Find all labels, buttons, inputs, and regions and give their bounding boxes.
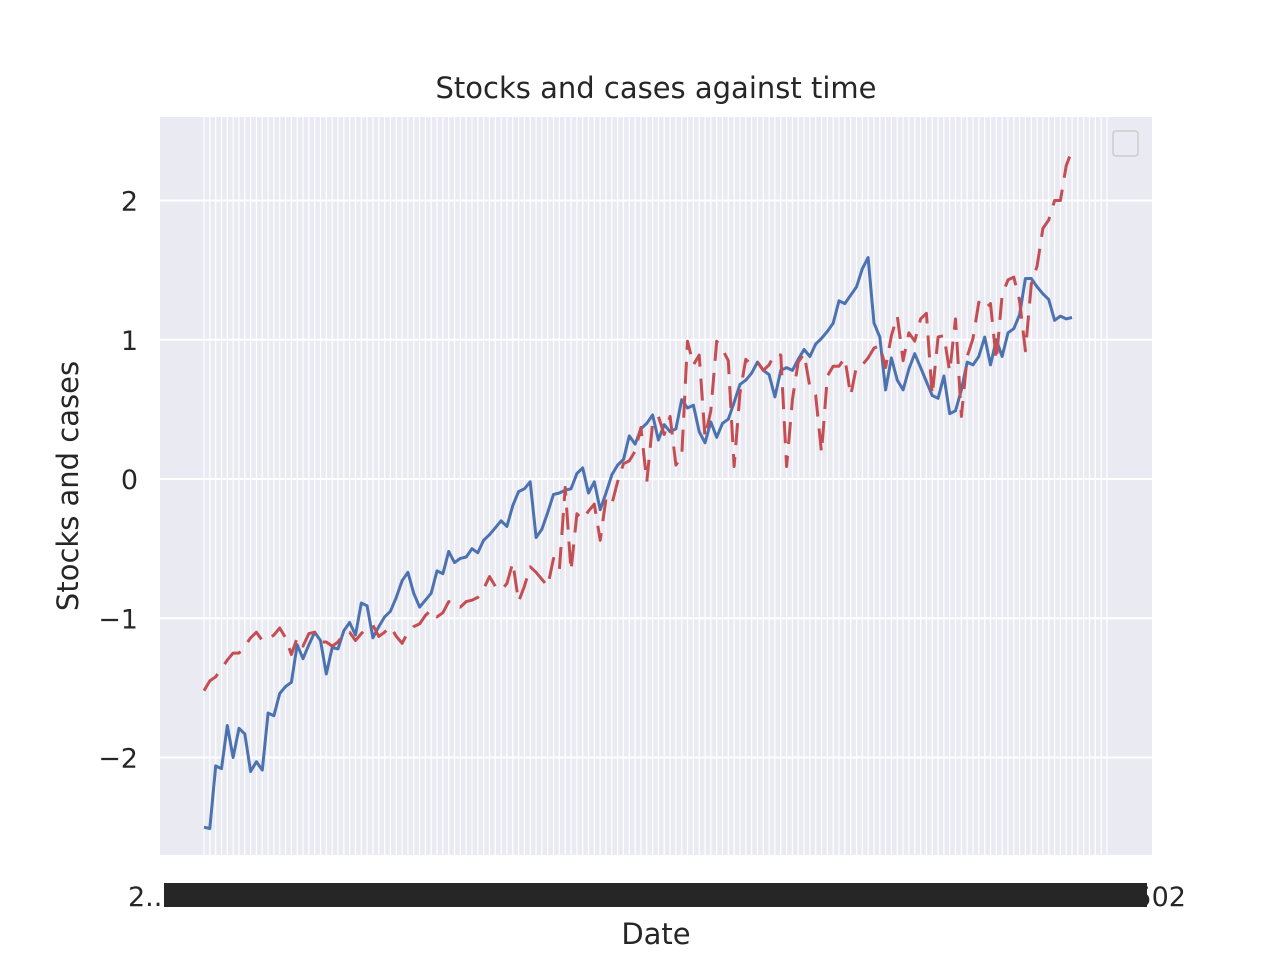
legend-box: [1112, 130, 1139, 157]
x-tick-labels: [164, 883, 1147, 907]
y-tick-label: −1: [98, 604, 138, 635]
x-tick-label-first: 2...: [128, 882, 171, 913]
series-line-2: [202, 149, 1074, 692]
x-tick-label-mark: [1067, 883, 1147, 907]
y-axis-label: Stocks and cases: [51, 361, 85, 611]
y-tick-label: −2: [98, 744, 138, 775]
chart-title: Stocks and cases against time: [436, 71, 877, 105]
x-axis-label: Date: [621, 917, 690, 951]
y-tick-label: 1: [121, 326, 138, 357]
y-axis-ticks: −2 −1 0 1 2: [98, 187, 138, 775]
plot-background: [160, 117, 1152, 855]
x-axis-ticks: 2... ...502: [128, 882, 1186, 913]
x-tick-label-last: ...502: [1109, 882, 1186, 913]
plot-area: [160, 117, 1152, 855]
y-tick-label: 2: [121, 187, 138, 218]
series-layer: [202, 149, 1074, 830]
y-tick-label: 0: [121, 465, 138, 496]
